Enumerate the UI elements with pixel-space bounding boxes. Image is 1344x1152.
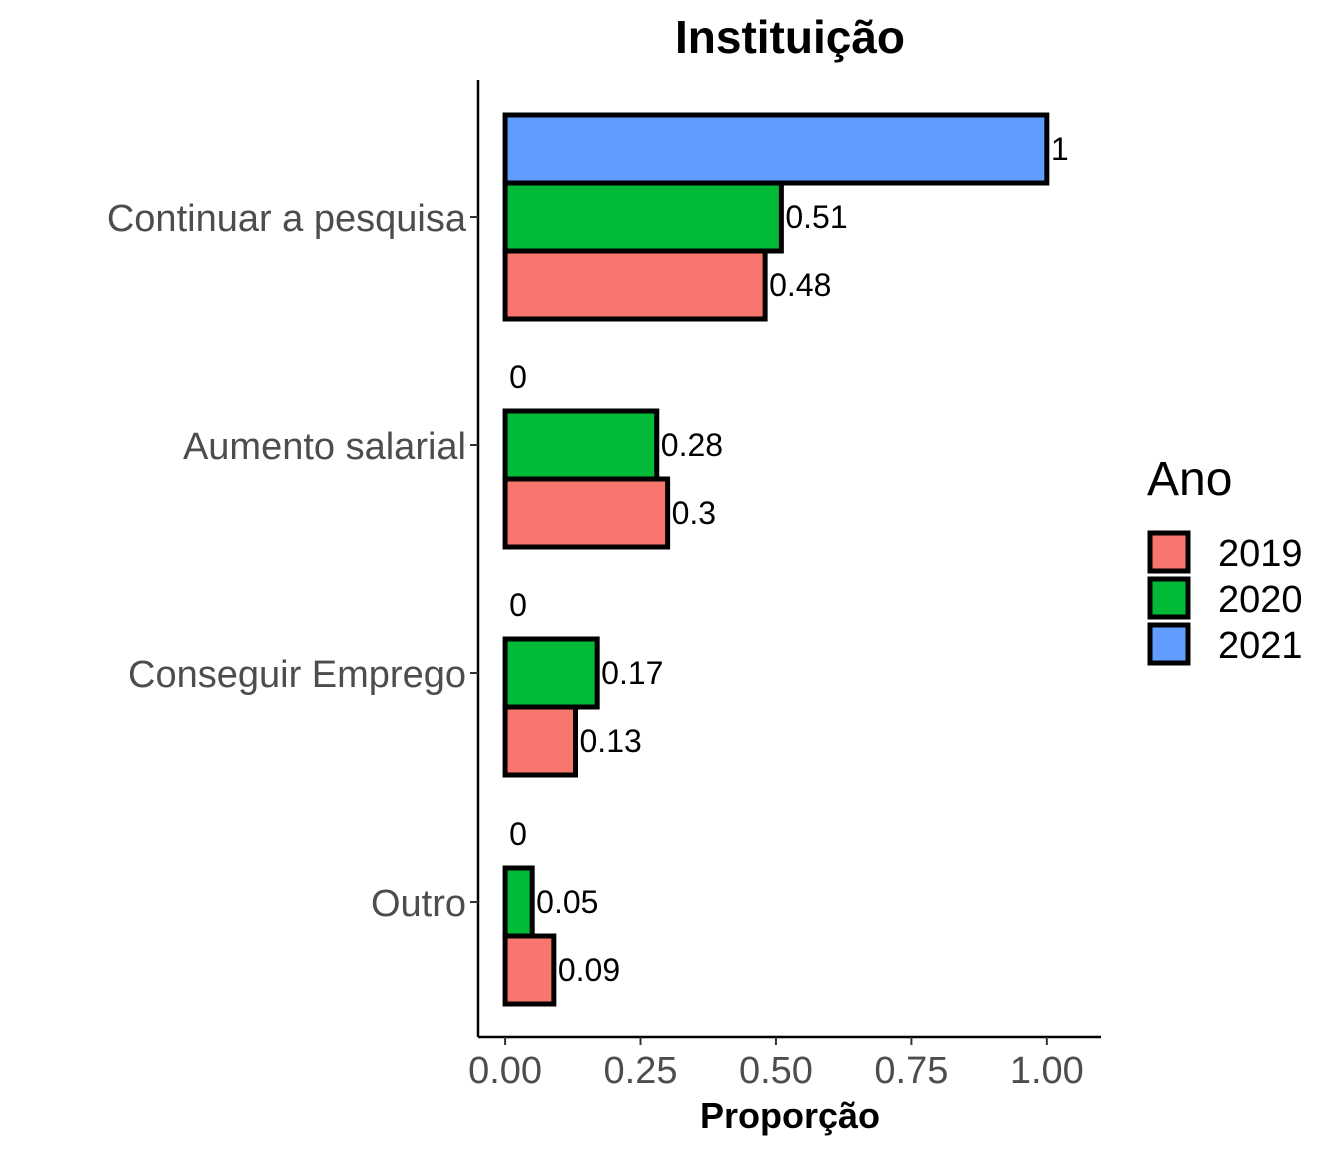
bar-2019-2	[502, 704, 579, 778]
y-tick-label: Aumento salarial	[183, 426, 466, 468]
y-tick-label: Continuar a pesquisa	[107, 198, 467, 240]
legend-label-2019: 2019	[1218, 533, 1303, 575]
x-axis-title: Proporção	[700, 1095, 880, 1136]
data-label-2021-0: 1	[1051, 131, 1069, 167]
data-label-2020-2: 0.17	[601, 655, 663, 691]
data-label-2019-3: 0.09	[558, 952, 620, 988]
bar-2020-3	[502, 865, 535, 939]
bar-2019-3	[502, 933, 557, 1007]
data-label-2021-2: 0	[509, 587, 527, 623]
bar-2021-0	[502, 112, 1050, 186]
axes: 0.00 0.25 0.50 0.75 1.00 Continuar a pesquisa…	[107, 80, 1101, 1092]
x-tick-label: 0.00	[468, 1050, 542, 1092]
data-label-2019-2: 0.13	[580, 723, 642, 759]
x-tick-label: 0.25	[604, 1050, 678, 1092]
legend-key-2021	[1147, 622, 1191, 666]
legend-label-2020: 2020	[1218, 579, 1303, 621]
bar-2020-1	[502, 408, 660, 482]
legend-label-2021: 2021	[1218, 625, 1303, 667]
series-2021: 1 0 0 0	[502, 112, 1069, 852]
plot-area: 0.48 0.3 0.13 0.09 0.51 0.28 0.17 0.05 1 0 0 0	[502, 112, 1069, 1007]
bar-2019-1	[502, 476, 671, 550]
legend-item-2020: 2020	[1147, 576, 1303, 621]
data-label-2020-0: 0.51	[785, 199, 847, 235]
x-tick-label: 0.50	[739, 1050, 813, 1092]
legend-title: Ano	[1147, 453, 1232, 506]
data-label-2020-3: 0.05	[536, 884, 598, 920]
data-label-2019-1: 0.3	[672, 495, 716, 531]
y-tick-label: Conseguir Emprego	[128, 654, 466, 696]
chart-title: Instituição	[675, 11, 905, 63]
legend-item-2019: 2019	[1147, 530, 1303, 575]
data-label-2020-1: 0.28	[661, 427, 723, 463]
data-label-2019-0: 0.48	[769, 267, 831, 303]
bar-2019-0	[502, 248, 768, 322]
y-tick-label: Outro	[371, 883, 466, 925]
x-tick-label: 0.75	[874, 1050, 948, 1092]
bar-2020-0	[502, 180, 784, 254]
legend-key-2020	[1147, 576, 1191, 620]
data-label-2021-3: 0	[509, 816, 527, 852]
bar-2020-2	[502, 636, 600, 710]
x-tick-label: 1.00	[1010, 1050, 1084, 1092]
series-2020: 0.51 0.28 0.17 0.05	[502, 180, 848, 939]
legend-key-2019	[1147, 530, 1191, 574]
legend-item-2021: 2021	[1147, 622, 1303, 667]
data-label-2021-1: 0	[509, 359, 527, 395]
